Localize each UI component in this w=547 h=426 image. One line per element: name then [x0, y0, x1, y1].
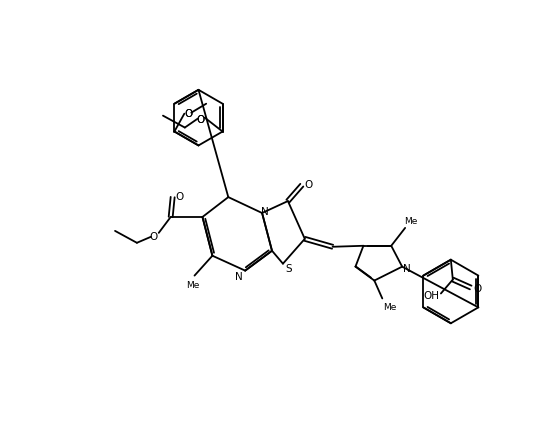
Text: O: O — [184, 108, 193, 118]
Text: O: O — [196, 114, 205, 124]
Text: Me: Me — [404, 217, 418, 226]
Text: N: N — [403, 263, 411, 273]
Text: N: N — [235, 271, 243, 281]
Text: O: O — [474, 283, 482, 293]
Text: N: N — [261, 207, 269, 216]
Text: S: S — [286, 263, 292, 273]
Text: O: O — [184, 108, 193, 118]
Text: O: O — [176, 192, 184, 201]
Text: O: O — [150, 231, 158, 241]
Text: O: O — [196, 114, 205, 124]
Text: Me: Me — [383, 302, 397, 311]
Text: OH: OH — [423, 291, 439, 301]
Text: O: O — [305, 180, 313, 190]
Text: Me: Me — [186, 280, 199, 289]
